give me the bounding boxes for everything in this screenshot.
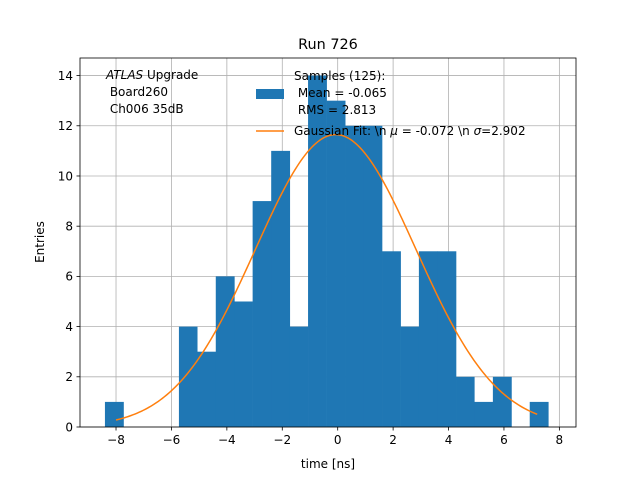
chart-title: Run 726 bbox=[298, 37, 358, 53]
histogram-bar bbox=[104, 401, 124, 427]
histogram-bar bbox=[474, 401, 494, 427]
annotation-upgrade: Upgrade bbox=[143, 68, 198, 82]
x-tick-label: −4 bbox=[218, 433, 236, 447]
y-tick-label: 4 bbox=[65, 320, 73, 334]
annotation-atlas: ATLAS bbox=[105, 68, 144, 82]
legend-fit-suffix: =2.902 bbox=[481, 124, 525, 138]
y-tick-label: 0 bbox=[65, 420, 73, 434]
y-tick-label: 2 bbox=[65, 370, 73, 384]
histogram-bar bbox=[456, 376, 475, 427]
legend-samples-line-3: RMS = 2.813 bbox=[294, 103, 376, 117]
histogram-bar bbox=[289, 326, 309, 427]
legend-samples-line-1: Samples (125): bbox=[294, 69, 385, 83]
x-tick-label: 2 bbox=[389, 433, 397, 447]
legend-fit-prefix: Gaussian Fit: \n bbox=[294, 124, 390, 138]
histogram-bars bbox=[104, 75, 549, 428]
legend-samples-swatch bbox=[256, 89, 284, 99]
legend-fit-sigma: σ bbox=[474, 124, 482, 138]
x-tick-label: 0 bbox=[334, 433, 342, 447]
histogram-bar bbox=[308, 75, 327, 428]
histogram-bar bbox=[382, 251, 401, 427]
histogram-bar bbox=[271, 150, 291, 427]
histogram-bar bbox=[215, 276, 235, 427]
y-tick-label: 12 bbox=[58, 119, 73, 133]
y-axis-ticks: 0 2 4 6 8 10 12 14 bbox=[58, 69, 80, 434]
histogram-bar bbox=[400, 326, 420, 427]
histogram-bar bbox=[437, 251, 457, 427]
histogram-bar bbox=[418, 251, 438, 427]
x-tick-label: 6 bbox=[500, 433, 508, 447]
histogram-bar bbox=[178, 326, 198, 427]
gaussian-fit-curve bbox=[115, 133, 538, 421]
legend: Samples (125): Mean = -0.065 RMS = 2.813… bbox=[256, 69, 526, 138]
y-tick-label: 8 bbox=[65, 219, 73, 233]
x-tick-label: −6 bbox=[163, 433, 181, 447]
histogram-bar bbox=[234, 301, 253, 427]
histogram-bar bbox=[529, 401, 549, 427]
plot-frame bbox=[79, 57, 577, 428]
legend-fit-mu: μ bbox=[389, 124, 398, 138]
legend-fit-mid: = -0.072 \n bbox=[398, 124, 474, 138]
annotation-line-2: Board260 bbox=[106, 85, 168, 99]
atlas-annotation: ATLAS Upgrade Board260 Ch006 35dB bbox=[105, 68, 198, 116]
legend-fit-label: Gaussian Fit: \n μ = -0.072 \n σ=2.902 bbox=[294, 124, 526, 138]
x-axis-label: time [ns] bbox=[301, 457, 355, 471]
y-tick-label: 10 bbox=[58, 169, 73, 183]
histogram-bar bbox=[197, 351, 217, 427]
histogram-bar bbox=[492, 376, 512, 427]
legend-samples-line-2: Mean = -0.065 bbox=[294, 86, 387, 100]
histogram-bar bbox=[252, 201, 272, 427]
annotation-line-3: Ch006 35dB bbox=[106, 102, 184, 116]
y-tick-label: 14 bbox=[58, 69, 73, 83]
y-tick-label: 6 bbox=[65, 270, 73, 284]
histogram-bar bbox=[345, 125, 364, 427]
x-tick-label: 8 bbox=[556, 433, 564, 447]
x-tick-label: −8 bbox=[107, 433, 125, 447]
annotation-line-1: ATLAS Upgrade bbox=[105, 68, 198, 82]
x-tick-label: −2 bbox=[273, 433, 291, 447]
histogram-bar bbox=[326, 100, 346, 428]
x-axis-ticks: −8 −6 −4 −2 0 2 4 6 8 bbox=[107, 427, 563, 447]
y-axis-label: Entries bbox=[33, 221, 47, 263]
histogram-bar bbox=[363, 125, 383, 427]
x-tick-label: 4 bbox=[445, 433, 453, 447]
